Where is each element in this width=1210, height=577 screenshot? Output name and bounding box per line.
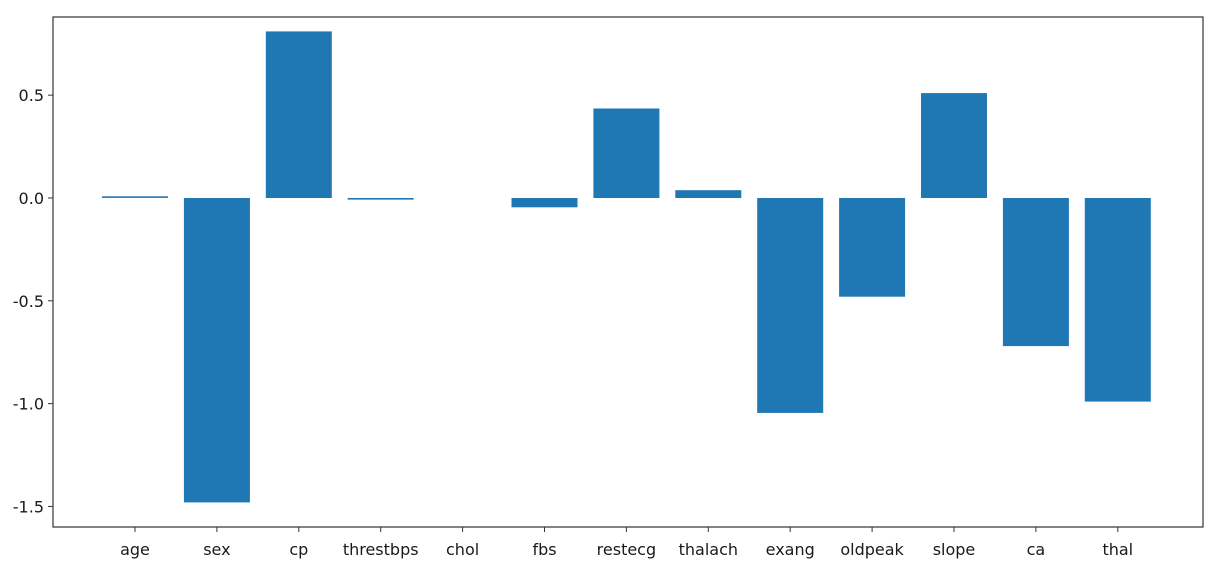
bar-oldpeak (839, 198, 906, 297)
x-tick-label: ca (1027, 540, 1046, 559)
x-tick-label: chol (446, 540, 479, 559)
bar-fbs (511, 198, 578, 208)
y-axis: 0.5 0.0 -0.5 -1.0 -1.5 (13, 86, 53, 516)
x-tick-label: restecg (597, 540, 656, 559)
bar-sex (183, 198, 250, 503)
y-tick-label: -1.5 (13, 497, 44, 516)
plot-area-frame (52, 16, 1204, 528)
bar-restecg (593, 108, 660, 198)
bar-thal (1084, 198, 1151, 402)
bar-cp (265, 31, 332, 199)
x-tick-label: fbs (532, 540, 556, 559)
bar-age (102, 196, 168, 198)
x-tick-label: slope (933, 540, 976, 559)
x-tick-label: thal (1102, 540, 1133, 559)
y-tick-label: -1.0 (13, 395, 44, 414)
y-tick-label: 0.0 (19, 189, 44, 208)
x-tick-label: threstbps (343, 540, 419, 559)
bars-layer (102, 31, 1151, 503)
bar-thalach (675, 190, 742, 198)
x-tick-label: oldpeak (840, 540, 904, 559)
bar-exang (757, 198, 824, 413)
y-tick-label: -0.5 (13, 292, 44, 311)
x-tick-label: thalach (679, 540, 738, 559)
bar-slope (921, 93, 987, 198)
x-tick-label: exang (766, 540, 815, 559)
x-axis: age sex cp threstbps chol fbs restecg thalach ex… (120, 527, 1133, 559)
y-tick-label: 0.5 (19, 86, 44, 105)
bar-threstbps (347, 198, 414, 200)
x-tick-label: sex (203, 540, 230, 559)
bar-ca (1002, 198, 1069, 347)
x-tick-label: cp (289, 540, 308, 559)
x-tick-label: age (120, 540, 150, 559)
